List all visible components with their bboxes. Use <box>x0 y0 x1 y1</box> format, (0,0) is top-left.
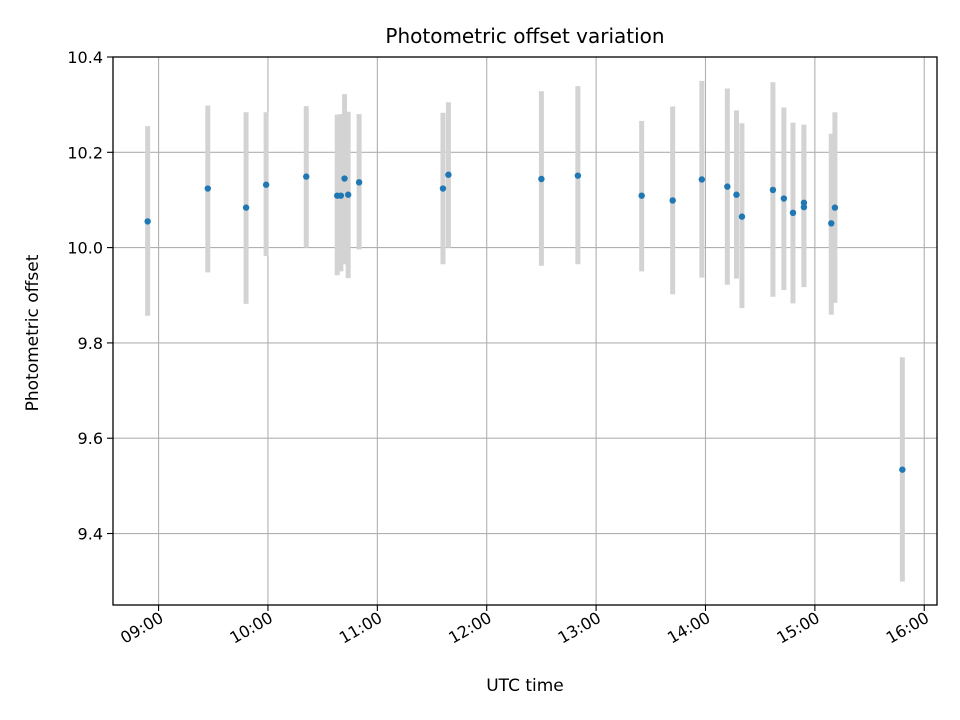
y-tick-label: 10.0 <box>67 239 103 258</box>
error-bars <box>145 80 905 582</box>
y-tick-label: 9.4 <box>78 525 103 544</box>
plot-frame <box>112 56 938 606</box>
data-point <box>538 175 545 183</box>
y-tick-label: 10.4 <box>67 48 103 67</box>
x-tick-label: 15:00 <box>773 608 822 648</box>
x-axis-ticks: 09:00 10:00 11:00 12:00 13:00 14:00 15:00 16:00 <box>117 605 932 648</box>
data-points <box>144 171 906 473</box>
data-point <box>344 191 352 198</box>
x-axis-label: UTC time <box>486 676 564 696</box>
x-tick-label: 16:00 <box>883 608 932 648</box>
data-point <box>337 192 345 199</box>
data-point <box>724 183 731 190</box>
data-point <box>899 466 906 473</box>
x-tick-label: 10:00 <box>227 608 276 648</box>
data-point <box>574 172 582 179</box>
x-tick-label: 13:00 <box>555 608 604 648</box>
data-point <box>341 175 348 182</box>
x-tick-label: 12:00 <box>445 608 494 648</box>
y-tick-label: 9.6 <box>78 429 103 448</box>
chart-title: Photometric offset variation <box>385 24 664 48</box>
y-axis-label: Photometric offset <box>23 254 43 411</box>
data-point <box>355 179 363 186</box>
data-point <box>242 204 250 211</box>
data-point <box>144 218 151 225</box>
data-point <box>738 213 746 220</box>
data-point <box>445 171 452 178</box>
data-point <box>262 181 270 188</box>
data-point <box>831 204 839 211</box>
data-point <box>789 209 797 217</box>
x-tick-label: 14:00 <box>664 608 713 648</box>
data-point <box>439 185 447 192</box>
y-tick-label: 10.2 <box>67 143 103 162</box>
data-point <box>669 197 676 204</box>
data-point <box>204 185 211 192</box>
x-tick-label: 11:00 <box>336 608 385 648</box>
data-point <box>698 176 706 183</box>
data-point <box>780 195 788 202</box>
data-point <box>828 220 835 227</box>
x-tick-label: 09:00 <box>117 608 166 648</box>
y-tick-label: 9.8 <box>78 334 103 353</box>
grid-lines <box>113 56 937 605</box>
data-point <box>733 191 740 198</box>
data-point <box>769 186 777 194</box>
y-axis-ticks: 9.4 9.6 9.8 10.0 10.2 10.4 <box>67 48 113 544</box>
data-point <box>638 192 645 199</box>
data-point <box>303 173 310 180</box>
data-point <box>800 203 808 211</box>
